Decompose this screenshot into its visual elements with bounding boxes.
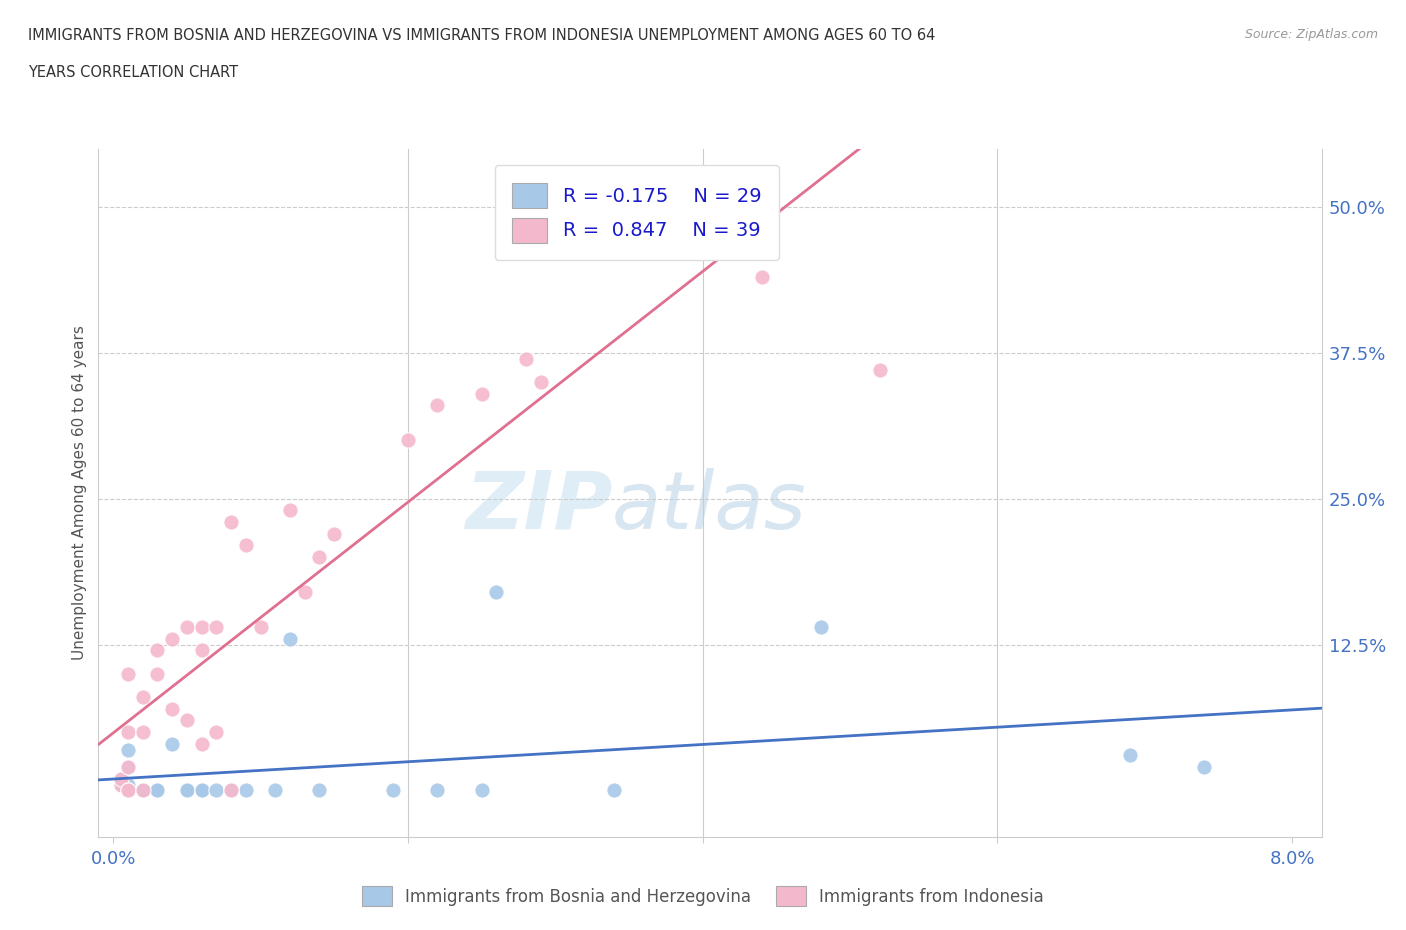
Point [426, 783, 449, 798]
Point [205, 724, 228, 739]
Point [219, 783, 242, 798]
Point [219, 514, 242, 529]
Point [294, 585, 316, 600]
Point [110, 771, 132, 786]
Point [131, 724, 153, 739]
Point [110, 777, 132, 792]
Point [219, 783, 242, 798]
Point [308, 550, 330, 565]
Point [160, 631, 183, 646]
Point [190, 783, 212, 798]
Point [131, 783, 153, 798]
Text: Source: ZipAtlas.com: Source: ZipAtlas.com [1244, 28, 1378, 41]
Point [176, 713, 198, 728]
Point [176, 783, 198, 798]
Point [278, 503, 301, 518]
Point [146, 783, 169, 798]
Point [471, 783, 494, 798]
Point [515, 352, 537, 366]
Point [117, 760, 139, 775]
Point [117, 742, 139, 757]
Point [869, 363, 891, 378]
Point [190, 737, 212, 751]
Text: ZIP: ZIP [465, 468, 612, 546]
Point [110, 771, 132, 786]
Point [751, 270, 773, 285]
Point [146, 643, 169, 658]
Point [190, 783, 212, 798]
Point [131, 689, 153, 704]
Point [176, 619, 198, 634]
Point [176, 783, 198, 798]
Legend: Immigrants from Bosnia and Herzegovina, Immigrants from Indonesia: Immigrants from Bosnia and Herzegovina, … [356, 880, 1050, 912]
Point [426, 398, 449, 413]
Point [235, 538, 257, 552]
Point [117, 783, 139, 798]
Point [160, 737, 183, 751]
Point [308, 783, 330, 798]
Point [205, 783, 228, 798]
Point [382, 783, 405, 798]
Point [1192, 760, 1215, 775]
Point [146, 666, 169, 681]
Point [529, 375, 551, 390]
Point [235, 783, 257, 798]
Point [117, 724, 139, 739]
Point [190, 619, 212, 634]
Point [471, 386, 494, 401]
Point [249, 619, 271, 634]
Point [396, 433, 419, 448]
Point [131, 783, 153, 798]
Text: atlas: atlas [612, 468, 807, 546]
Point [1119, 748, 1142, 763]
Point [117, 666, 139, 681]
Point [117, 783, 139, 798]
Point [485, 585, 508, 600]
Point [751, 223, 773, 238]
Point [190, 643, 212, 658]
Point [117, 783, 139, 798]
Point [323, 526, 346, 541]
Point [633, 200, 655, 215]
Legend: R = -0.175    N = 29, R =  0.847    N = 39: R = -0.175 N = 29, R = 0.847 N = 39 [495, 166, 779, 260]
Point [131, 783, 153, 798]
Point [205, 619, 228, 634]
Point [117, 777, 139, 792]
Point [603, 783, 626, 798]
Point [633, 211, 655, 226]
Point [810, 619, 832, 634]
Point [117, 760, 139, 775]
Point [160, 701, 183, 716]
Y-axis label: Unemployment Among Ages 60 to 64 years: Unemployment Among Ages 60 to 64 years [72, 326, 87, 660]
Text: YEARS CORRELATION CHART: YEARS CORRELATION CHART [28, 65, 238, 80]
Point [176, 783, 198, 798]
Point [264, 783, 287, 798]
Point [146, 783, 169, 798]
Text: IMMIGRANTS FROM BOSNIA AND HERZEGOVINA VS IMMIGRANTS FROM INDONESIA UNEMPLOYMENT: IMMIGRANTS FROM BOSNIA AND HERZEGOVINA V… [28, 28, 935, 43]
Point [110, 777, 132, 792]
Point [278, 631, 301, 646]
